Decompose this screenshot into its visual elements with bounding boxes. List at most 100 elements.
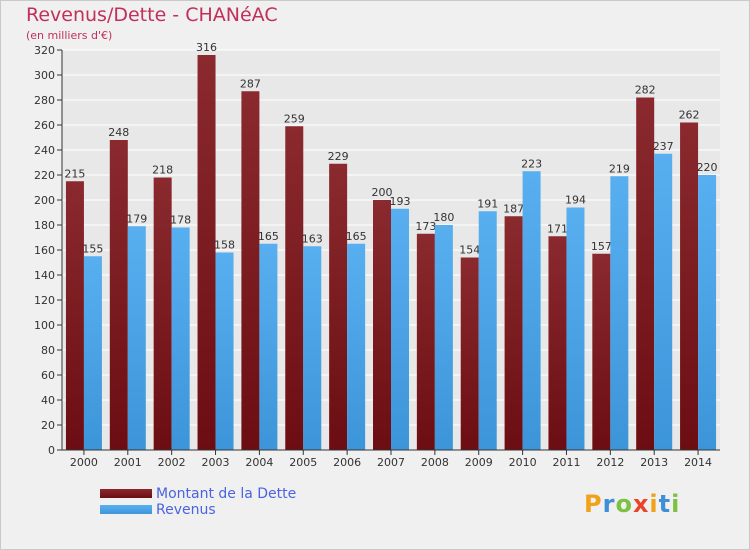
y-tick-label: 140	[34, 269, 55, 282]
legend-label-revenus: Revenus	[156, 502, 216, 518]
x-tick-label: 2014	[684, 456, 712, 469]
y-tick-label: 40	[41, 394, 55, 407]
y-tick-label: 160	[34, 244, 55, 257]
data-label-dette: 157	[591, 240, 612, 253]
bar-dette	[241, 91, 260, 450]
x-tick-label: 2009	[465, 456, 493, 469]
chart-title: Revenus/Dette - CHANéAC	[26, 4, 278, 26]
bar-dette	[153, 177, 172, 450]
bar-revenus	[347, 243, 366, 450]
data-label-dette: 218	[152, 164, 173, 177]
data-label-dette: 171	[547, 222, 568, 235]
x-tick-label: 2011	[552, 456, 580, 469]
bar-revenus	[566, 207, 585, 450]
proxiti-logo: Proxiti	[584, 490, 680, 518]
logo-letter: t	[658, 490, 672, 518]
logo-letter: i	[671, 490, 681, 518]
data-label-dette: 215	[64, 167, 85, 180]
legend-swatch-revenus	[100, 505, 152, 514]
bar-revenus	[610, 176, 629, 450]
bar-revenus	[171, 227, 190, 450]
x-tick-label: 2005	[289, 456, 317, 469]
data-label-revenus: 158	[214, 239, 235, 252]
y-tick-label: 260	[34, 119, 55, 132]
y-tick-label: 0	[48, 444, 55, 457]
bar-dette	[460, 257, 479, 450]
y-tick-label: 120	[34, 294, 55, 307]
bar-dette	[636, 97, 655, 450]
bar-revenus	[698, 175, 717, 450]
logo-letter: P	[584, 490, 603, 518]
data-label-revenus: 194	[565, 194, 586, 207]
logo-letter: o	[615, 490, 633, 518]
data-label-revenus: 193	[390, 195, 411, 208]
x-tick-label: 2007	[377, 456, 405, 469]
bar-dette	[680, 122, 699, 450]
bar-dette	[504, 216, 523, 450]
data-label-revenus: 180	[433, 211, 454, 224]
data-label-revenus: 155	[82, 242, 103, 255]
data-label-revenus: 191	[477, 197, 498, 210]
data-label-dette: 316	[196, 41, 217, 54]
bar-dette	[373, 200, 391, 450]
data-label-dette: 287	[240, 77, 261, 90]
data-label-dette: 259	[284, 112, 305, 125]
y-tick-label: 60	[41, 369, 55, 382]
y-tick-label: 320	[34, 44, 55, 57]
bar-dette	[329, 163, 348, 450]
bar-revenus	[522, 171, 541, 450]
bar-dette	[548, 236, 567, 450]
x-tick-label: 2004	[245, 456, 273, 469]
x-tick-label: 2001	[114, 456, 142, 469]
y-tick-label: 180	[34, 219, 55, 232]
logo-letter: i	[649, 490, 659, 518]
legend-label-dette: Montant de la Dette	[156, 486, 297, 502]
bar-revenus	[215, 252, 234, 450]
bar-dette	[285, 126, 304, 450]
x-tick-label: 2013	[640, 456, 668, 469]
y-tick-label: 20	[41, 419, 55, 432]
bar-dette	[197, 55, 216, 450]
y-tick-label: 280	[34, 94, 55, 107]
data-label-revenus: 220	[697, 161, 718, 174]
data-label-revenus: 223	[521, 157, 542, 170]
data-label-revenus: 179	[126, 212, 147, 225]
data-label-dette: 187	[503, 202, 524, 215]
bar-dette	[65, 181, 84, 450]
bar-revenus	[303, 246, 322, 450]
legend-swatch-dette	[100, 489, 152, 498]
bar-revenus	[654, 153, 673, 450]
data-label-revenus: 237	[653, 140, 674, 153]
x-tick-label: 2010	[509, 456, 537, 469]
y-tick-label: 300	[34, 69, 55, 82]
logo-letter: r	[602, 490, 616, 518]
x-tick-label: 2002	[158, 456, 186, 469]
data-label-dette: 200	[372, 186, 393, 199]
data-label-revenus: 163	[302, 232, 323, 245]
x-tick-label: 2003	[202, 456, 230, 469]
data-label-dette: 229	[328, 150, 349, 163]
x-tick-label: 2006	[333, 456, 361, 469]
bar-dette	[109, 140, 128, 450]
y-tick-label: 80	[41, 344, 55, 357]
bar-dette	[592, 253, 611, 450]
x-tick-label: 2008	[421, 456, 449, 469]
y-tick-label: 200	[34, 194, 55, 207]
y-tick-label: 220	[34, 169, 55, 182]
data-label-dette: 248	[108, 126, 129, 139]
x-tick-label: 2012	[596, 456, 624, 469]
y-tick-label: 240	[34, 144, 55, 157]
data-label-dette: 262	[679, 109, 700, 122]
chart-subtitle: (en milliers d'€)	[26, 29, 113, 42]
bar-dette	[416, 233, 435, 450]
y-tick-label: 100	[34, 319, 55, 332]
bar-revenus	[434, 225, 453, 450]
bar-revenus	[83, 256, 102, 450]
data-label-dette: 282	[635, 84, 656, 97]
logo-letter: x	[632, 490, 650, 518]
data-label-revenus: 165	[258, 230, 279, 243]
data-label-revenus: 165	[346, 230, 367, 243]
data-label-revenus: 219	[609, 162, 630, 175]
bar-revenus	[391, 208, 409, 450]
